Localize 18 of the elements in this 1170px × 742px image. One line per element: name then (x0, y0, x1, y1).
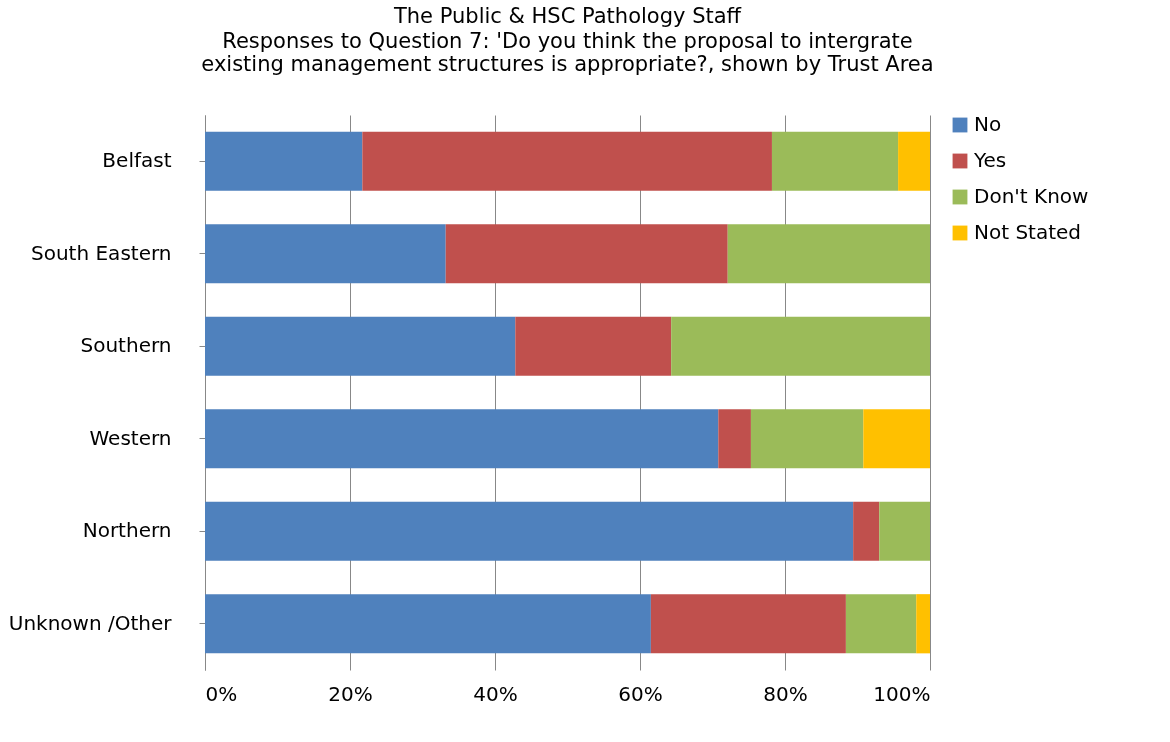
legend-label: Don't Know (974, 184, 1089, 208)
legend-label: No (974, 112, 1002, 136)
x-tick-label: 20% (328, 681, 373, 706)
chart-title: The Public & HSC Pathology Staff (392, 4, 742, 28)
x-tick-label: 0% (205, 681, 238, 706)
y-tick-label: Northern (82, 518, 172, 543)
legend-label: Not Stated (974, 220, 1082, 244)
y-tick-label: South Eastern (31, 240, 172, 265)
y-tick-label: Southern (80, 333, 172, 358)
legend-label: Yes (973, 148, 1007, 172)
chart-subtitle: Responses to Question 7: 'Do you think the proposal to intergrate existing management structures is appropriate?, shown by Trust Area (201, 29, 934, 76)
x-tick-label: 60% (618, 681, 663, 706)
y-tick-label: Western (89, 425, 172, 450)
x-tick-label: 80% (763, 681, 808, 706)
x-tick-label: 100% (873, 681, 931, 706)
y-tick-label: Belfast (102, 148, 172, 173)
x-tick-label: 40% (473, 681, 518, 706)
y-tick-label: Unknown /Other (8, 610, 173, 635)
